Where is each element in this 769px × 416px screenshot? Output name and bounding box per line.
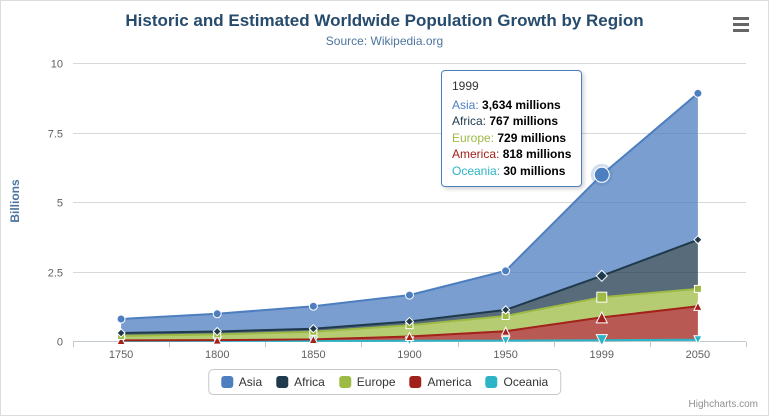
legend-label: Oceania [503,375,549,389]
legend-label: Africa [294,375,325,389]
tooltip: 1999 Asia: 3,634 millions Africa: 767 mil… [441,70,583,187]
legend-item-oceania[interactable]: Oceania [485,375,549,389]
tooltip-series-value: 818 millions [502,147,572,161]
marker-america-2050[interactable] [693,301,703,311]
legend-item-asia[interactable]: Asia [220,375,263,389]
marker-asia-1800[interactable] [212,309,222,319]
tooltip-series-name: Oceania: [452,163,504,178]
tooltip-row-europe: Europe: 729 millions [452,130,571,147]
legend-item-africa[interactable]: Africa [276,375,325,389]
y-tick-label: 2.5 [48,268,63,280]
marker-africa-1900[interactable] [404,316,415,327]
marker-hover-asia-1999[interactable] [593,166,610,183]
chart-title: Historic and Estimated Worldwide Populat… [125,11,644,30]
marker-asia-1850[interactable] [308,301,318,311]
x-tick-label: 2050 [686,349,710,361]
legend-swatch-america [409,376,422,388]
marker-africa-1950[interactable] [500,305,511,315]
marker-africa-1800[interactable] [212,326,222,337]
chart-subtitle: Source: Wikipedia.org [325,34,444,48]
y-tick-label: 10 [51,59,63,71]
x-tick-label: 1750 [109,349,133,361]
tooltip-series-value: 30 millions [503,163,566,178]
y-tick-label: 0 [57,337,63,349]
marker-europe-1999[interactable] [596,291,608,303]
y-tick-label: 5 [57,198,63,210]
marker-africa-1850[interactable] [308,323,319,334]
legend-swatch-europe [338,376,351,388]
legend-swatch-africa [276,376,289,388]
legend-label: Asia [238,375,263,389]
tooltip-series-value: 3,634 millions [482,97,561,112]
tooltip-series-name: Africa: [452,114,490,128]
legend-item-europe[interactable]: Europe [338,375,396,389]
marker-oceania-2050[interactable] [693,335,703,345]
tooltip-row-oceania: Oceania: 30 millions [452,163,571,180]
legend-label: America [427,375,472,389]
legend: Asia Africa Europe America Oceania [207,369,562,395]
area-america[interactable] [121,306,698,341]
marker-africa-1750[interactable] [116,328,126,338]
x-tick-label: 1900 [397,349,421,361]
tooltip-row-africa: Africa: 767 millions [452,113,571,130]
marker-america-1900[interactable] [404,331,415,341]
marker-america-1850[interactable] [308,334,319,344]
marker-america-1800[interactable] [212,334,223,345]
y-tick-label: 7.5 [48,129,63,141]
legend-item-america[interactable]: America [409,375,472,389]
hamburger-icon [733,28,749,32]
tooltip-series-name: Asia: [452,97,483,112]
tooltip-rows: Asia: 3,634 millions Africa: 767 millions… [452,97,571,180]
marker-asia-1750[interactable] [116,314,126,324]
tooltip-row-america: America: 818 millions [452,146,571,163]
legend-swatch-oceania [485,376,498,388]
marker-africa-1999[interactable] [595,269,608,283]
marker-europe-2050[interactable] [693,284,702,293]
tooltip-header: 1999 [452,79,479,93]
highcharts-credit-link[interactable]: Highcharts.com [688,399,758,410]
marker-oceania-1950[interactable] [500,336,511,346]
tooltip-row-asia: Asia: 3,634 millions [452,97,571,114]
hamburger-icon [733,16,749,20]
tooltip-series-value: 729 millions [497,130,567,145]
marker-asia-2050[interactable] [693,88,703,98]
marker-america-1950[interactable] [500,326,511,336]
x-tick-label: 1850 [301,349,325,361]
tooltip-series-name: Europe: [452,130,498,145]
marker-oceania-1999[interactable] [595,334,609,347]
legend-swatch-asia [220,376,233,388]
marker-asia-1900[interactable] [405,290,414,300]
x-tick-label: 1800 [205,349,229,361]
area-africa[interactable] [121,239,698,336]
x-tick-label: 1950 [493,349,517,361]
hamburger-icon [733,22,749,26]
marker-africa-2050[interactable] [693,235,703,245]
tooltip-series-name: America: [452,147,503,161]
x-tick-label: 1999 [590,349,614,361]
marker-america-1999[interactable] [595,310,609,324]
marker-asia-1950[interactable] [501,266,511,276]
y-axis-title: Billions [8,179,22,223]
area-asia[interactable] [121,93,698,333]
tooltip-series-value: 767 millions [489,114,559,128]
marker-america-1750[interactable] [116,335,126,345]
context-menu-button[interactable] [728,13,754,35]
legend-label: Europe [356,375,396,389]
